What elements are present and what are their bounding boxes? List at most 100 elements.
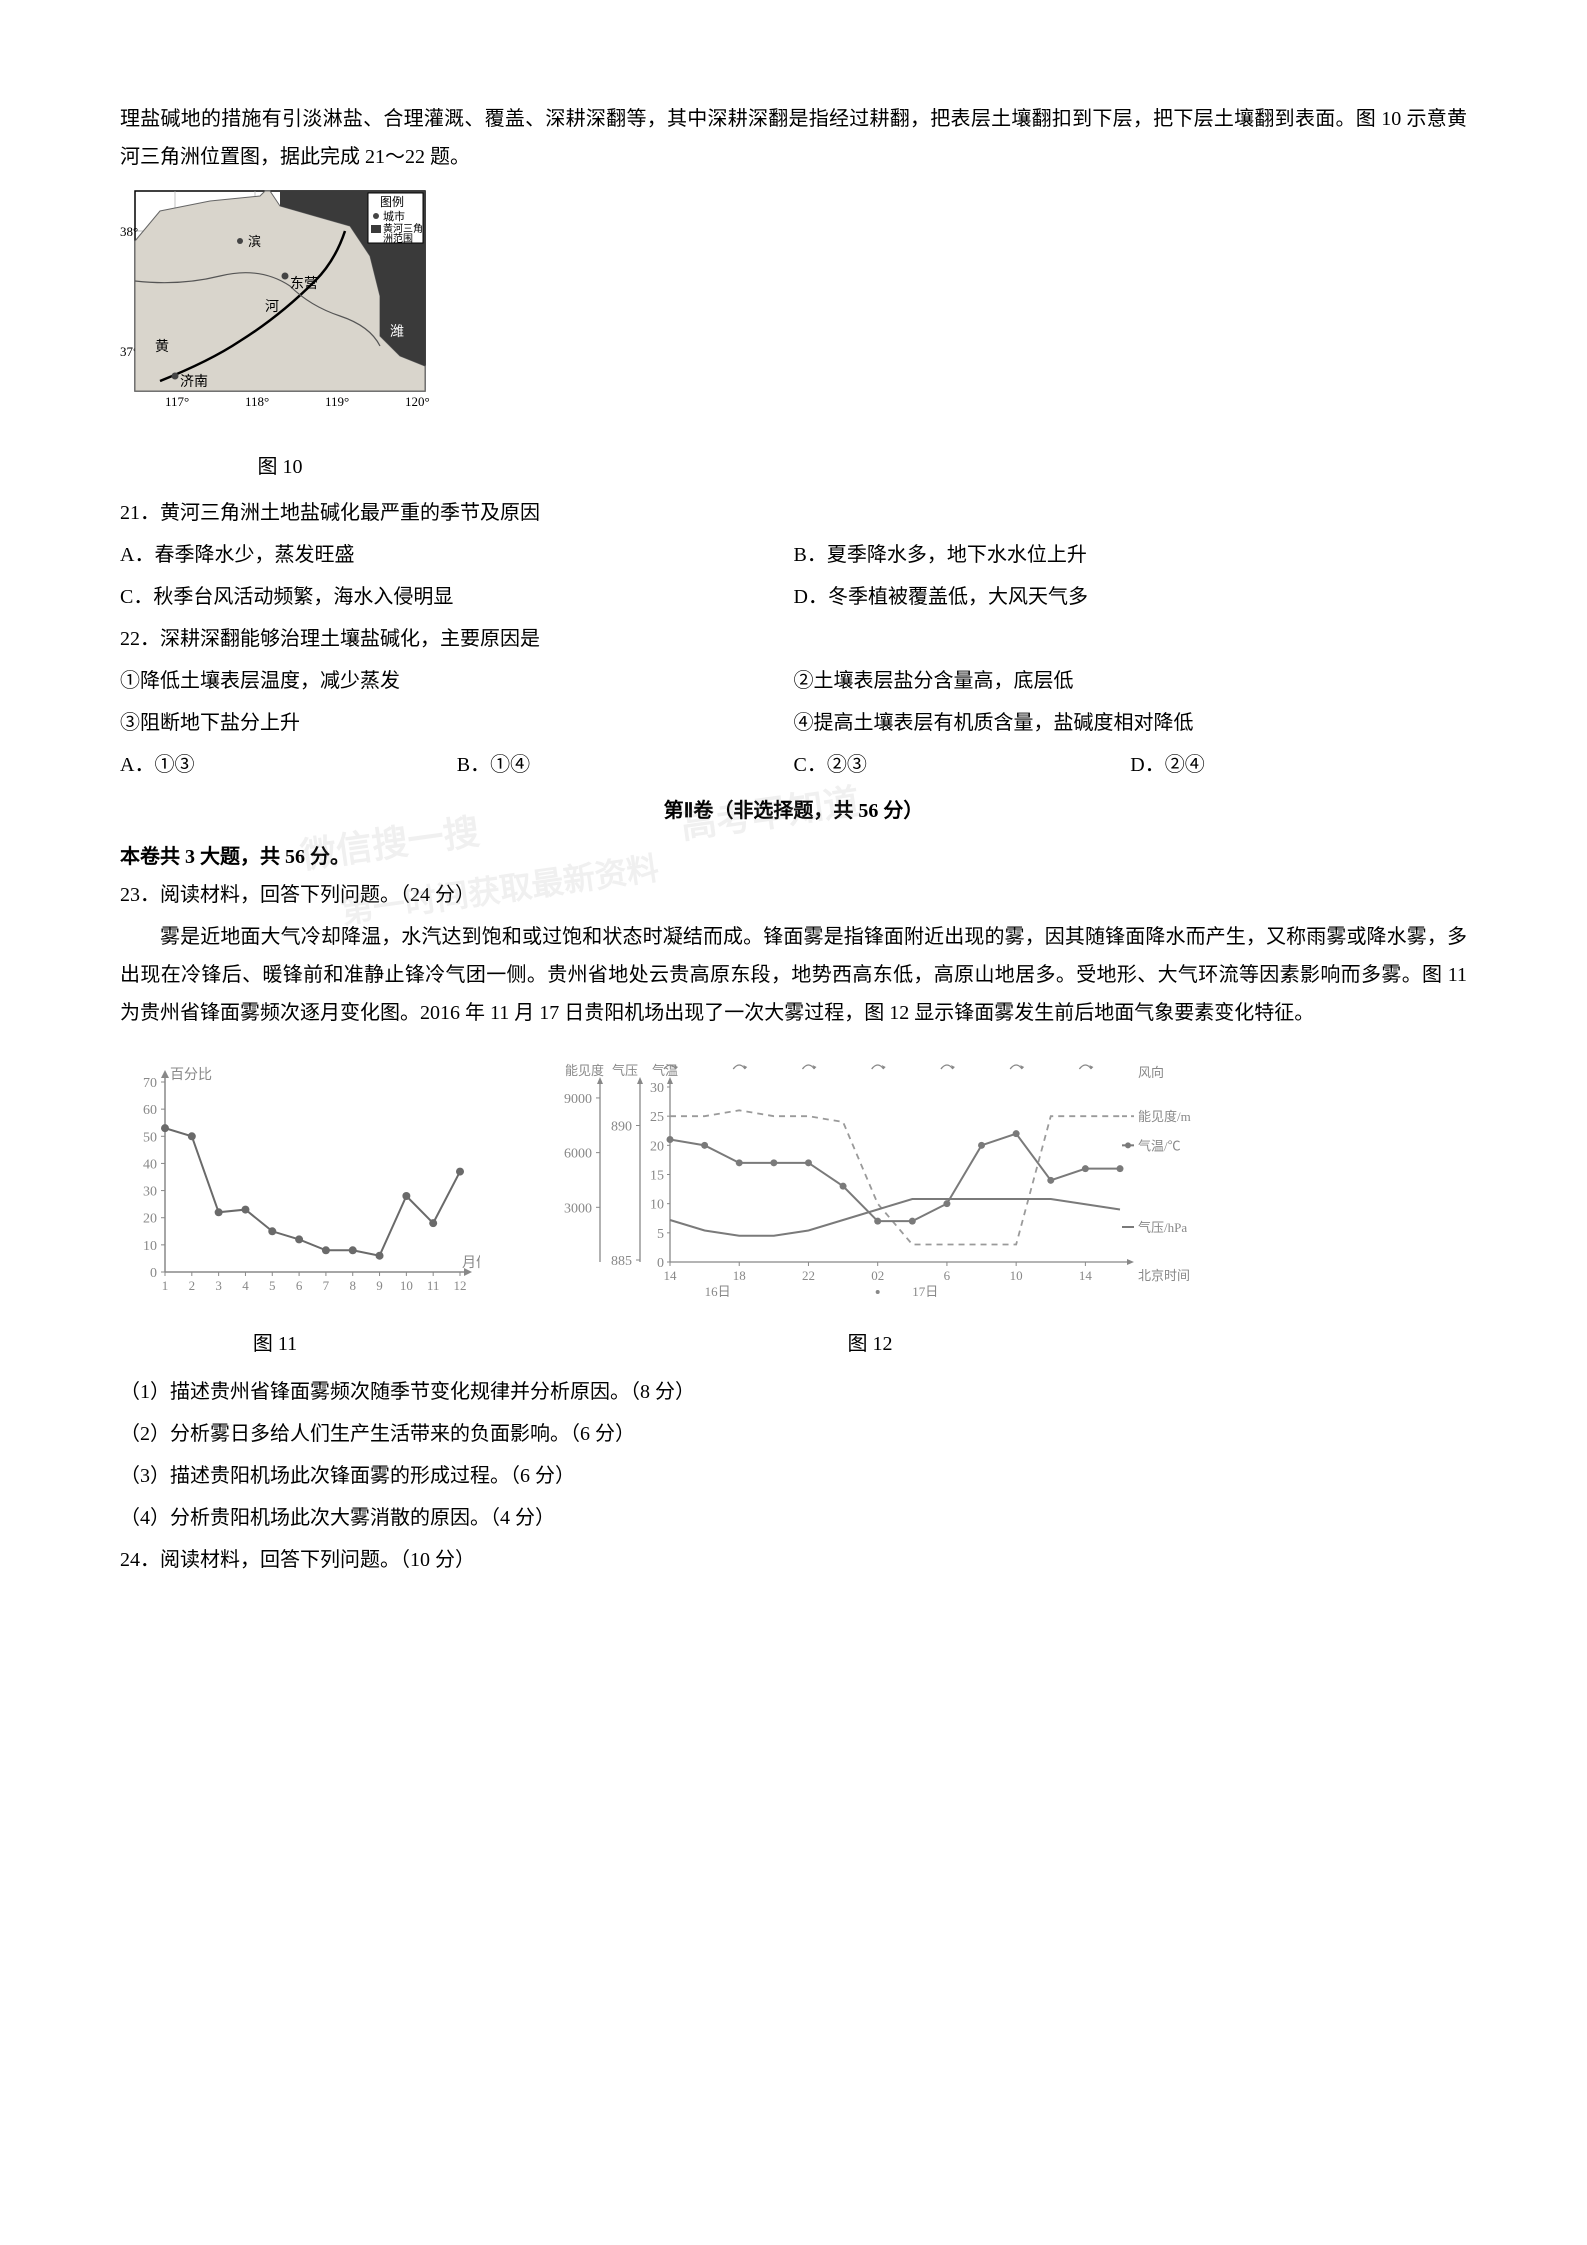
svg-text:7: 7: [323, 1278, 330, 1293]
svg-text:5: 5: [269, 1278, 276, 1293]
legend-delta-2: 洲范围: [383, 232, 413, 245]
svg-text:能见度/m: 能见度/m: [1138, 1109, 1191, 1124]
svg-text:10: 10: [143, 1239, 157, 1254]
chart-captions: 图 11 图 12: [120, 1325, 1467, 1363]
svg-text:能见度: 能见度: [565, 1063, 604, 1078]
svg-text:气温: 气温: [652, 1063, 678, 1078]
svg-text:气温/℃: 气温/℃: [1138, 1138, 1181, 1153]
svg-text:14: 14: [1079, 1268, 1093, 1283]
svg-text:22: 22: [802, 1268, 815, 1283]
svg-text:4: 4: [242, 1278, 249, 1293]
svg-text:20: 20: [650, 1139, 664, 1154]
q21-optC: C．秋季台风活动频繁，海水入侵明显: [120, 578, 794, 616]
q21-options-row1: A．春季降水少，蒸发旺盛 B．夏季降水多，地下水水位上升: [120, 536, 1467, 574]
figure-10: 38° 37° 117° 118° 119° 120° 济南 东营 滨 黄 河 …: [120, 186, 1467, 486]
q21-stem: 21．黄河三角洲土地盐碱化最严重的季节及原因: [120, 494, 1467, 532]
lat38-label: 38°: [120, 224, 138, 239]
fig12-caption: 图 12: [520, 1325, 1220, 1363]
svg-text:9: 9: [376, 1278, 383, 1293]
city-jinan: 济南: [180, 374, 208, 390]
fig12-svg: 300060009000885890051015202530能见度气压气温141…: [520, 1052, 1240, 1302]
city-bin: 滨: [248, 234, 261, 249]
svg-text:6: 6: [944, 1268, 951, 1283]
fig10-caption: 图 10: [120, 448, 440, 486]
map-svg: 38° 37° 117° 118° 119° 120° 济南 东营 滨 黄 河 …: [120, 186, 480, 431]
svg-text:30: 30: [143, 1185, 157, 1200]
q23-text: 雾是近地面大气冷却降温，水汽达到饱和或过饱和状态时凝结而成。锋面雾是指锋面附近出…: [120, 918, 1467, 1032]
svg-text:40: 40: [143, 1157, 157, 1172]
svg-text:14: 14: [664, 1268, 678, 1283]
svg-text:9000: 9000: [564, 1092, 592, 1107]
q22-optA: A．①③: [120, 746, 457, 784]
svg-text:20: 20: [143, 1212, 157, 1227]
q21-optD: D．冬季植被覆盖低，大风天气多: [794, 578, 1468, 616]
q23-sq4: （4）分析贵阳机场此次大雾消散的原因。（4 分）: [120, 1499, 1467, 1537]
legend-title: 图例: [380, 195, 404, 209]
q21-optA: A．春季降水少，蒸发旺盛: [120, 536, 794, 574]
section2-title: 第Ⅱ卷（非选择题，共 56 分）: [120, 792, 1467, 830]
lon119-label: 119°: [325, 394, 349, 409]
q22-r1: ①降低土壤表层温度，减少蒸发: [120, 662, 794, 700]
q23-sq2: （2）分析雾日多给人们生产生活带来的负面影响。（6 分）: [120, 1415, 1467, 1453]
q21-optB: B．夏季降水多，地下水水位上升: [794, 536, 1468, 574]
lon117-label: 117°: [165, 394, 189, 409]
svg-text:百分比: 百分比: [170, 1067, 212, 1083]
q22-r3: ③阻断地下盐分上升: [120, 704, 794, 742]
svg-text:10: 10: [1010, 1268, 1023, 1283]
q22-r2: ②土壤表层盐分含量高，底层低: [794, 662, 1468, 700]
river-huang: 黄: [155, 338, 169, 355]
svg-text:15: 15: [650, 1169, 664, 1184]
q22-stem: 22．深耕深翻能够治理土壤盐碱化，主要原因是: [120, 620, 1467, 658]
svg-text:2: 2: [189, 1278, 196, 1293]
svg-text:5: 5: [657, 1227, 664, 1242]
q22-optB: B．①④: [457, 746, 794, 784]
section2-sub: 本卷共 3 大题，共 56 分。: [120, 838, 1467, 876]
svg-text:月份: 月份: [462, 1255, 480, 1271]
svg-text:3: 3: [215, 1278, 222, 1293]
svg-text:8: 8: [349, 1278, 356, 1293]
svg-text:02: 02: [871, 1268, 884, 1283]
svg-text:30: 30: [650, 1081, 664, 1096]
svg-text:1: 1: [162, 1278, 169, 1293]
q22-optC: C．②③: [794, 746, 1131, 784]
svg-text:3000: 3000: [564, 1201, 592, 1216]
q23-stem: 23．阅读材料，回答下列问题。（24 分）: [120, 876, 1467, 914]
svg-text:12: 12: [454, 1278, 467, 1293]
q22-options: A．①③ B．①④ C．②③ D．②④: [120, 746, 1467, 784]
q22-optD: D．②④: [1130, 746, 1467, 784]
svg-text:10: 10: [650, 1198, 664, 1213]
svg-text:10: 10: [400, 1278, 413, 1293]
lon118-label: 118°: [245, 394, 269, 409]
svg-text:50: 50: [143, 1130, 157, 1145]
q22-r4: ④提高土壤表层有机质含量，盐碱度相对降低: [794, 704, 1468, 742]
svg-text:25: 25: [650, 1110, 664, 1125]
page-content: 理盐碱地的措施有引淡淋盐、合理灌溉、覆盖、深耕深翻等，其中深耕深翻是指经过耕翻，…: [120, 100, 1467, 1579]
svg-text:16日: 16日: [705, 1284, 731, 1299]
svg-text:6: 6: [296, 1278, 303, 1293]
q23-sq3: （3）描述贵阳机场此次锋面雾的形成过程。（6 分）: [120, 1457, 1467, 1495]
intro-paragraph: 理盐碱地的措施有引淡淋盐、合理灌溉、覆盖、深耕深翻等，其中深耕深翻是指经过耕翻，…: [120, 100, 1467, 176]
svg-text:气压: 气压: [612, 1063, 638, 1078]
q22-reasons-row2: ③阻断地下盐分上升 ④提高土壤表层有机质含量，盐碱度相对降低: [120, 704, 1467, 742]
svg-text:60: 60: [143, 1103, 157, 1118]
figure-12: 300060009000885890051015202530能见度气压气温141…: [520, 1052, 1240, 1315]
svg-text:6000: 6000: [564, 1147, 592, 1162]
q23-sq1: （1）描述贵州省锋面雾频次随季节变化规律并分析原因。（8 分）: [120, 1373, 1467, 1411]
q21-options-row2: C．秋季台风活动频繁，海水入侵明显 D．冬季植被覆盖低，大风天气多: [120, 578, 1467, 616]
svg-text:11: 11: [427, 1278, 440, 1293]
q22-reasons-row1: ①降低土壤表层温度，减少蒸发 ②土壤表层盐分含量高，底层低: [120, 662, 1467, 700]
svg-text:0: 0: [150, 1266, 157, 1281]
svg-text:风向: 风向: [1138, 1065, 1164, 1080]
q24-stem: 24．阅读材料，回答下列问题。（10 分）: [120, 1541, 1467, 1579]
svg-text:北京时间: 北京时间: [1138, 1268, 1190, 1283]
svg-text:18: 18: [733, 1268, 746, 1283]
svg-text:17日: 17日: [912, 1284, 938, 1299]
fig11-svg: 010203040506070百分比123456789101112月份: [120, 1062, 480, 1302]
svg-text:气压/hPa: 气压/hPa: [1138, 1220, 1187, 1235]
river-he: 河: [265, 299, 279, 315]
figure-11: 010203040506070百分比123456789101112月份: [120, 1062, 480, 1315]
svg-text:890: 890: [611, 1120, 632, 1135]
svg-text:70: 70: [143, 1076, 157, 1091]
legend-city: 城市: [383, 209, 405, 223]
svg-text:885: 885: [611, 1254, 632, 1269]
